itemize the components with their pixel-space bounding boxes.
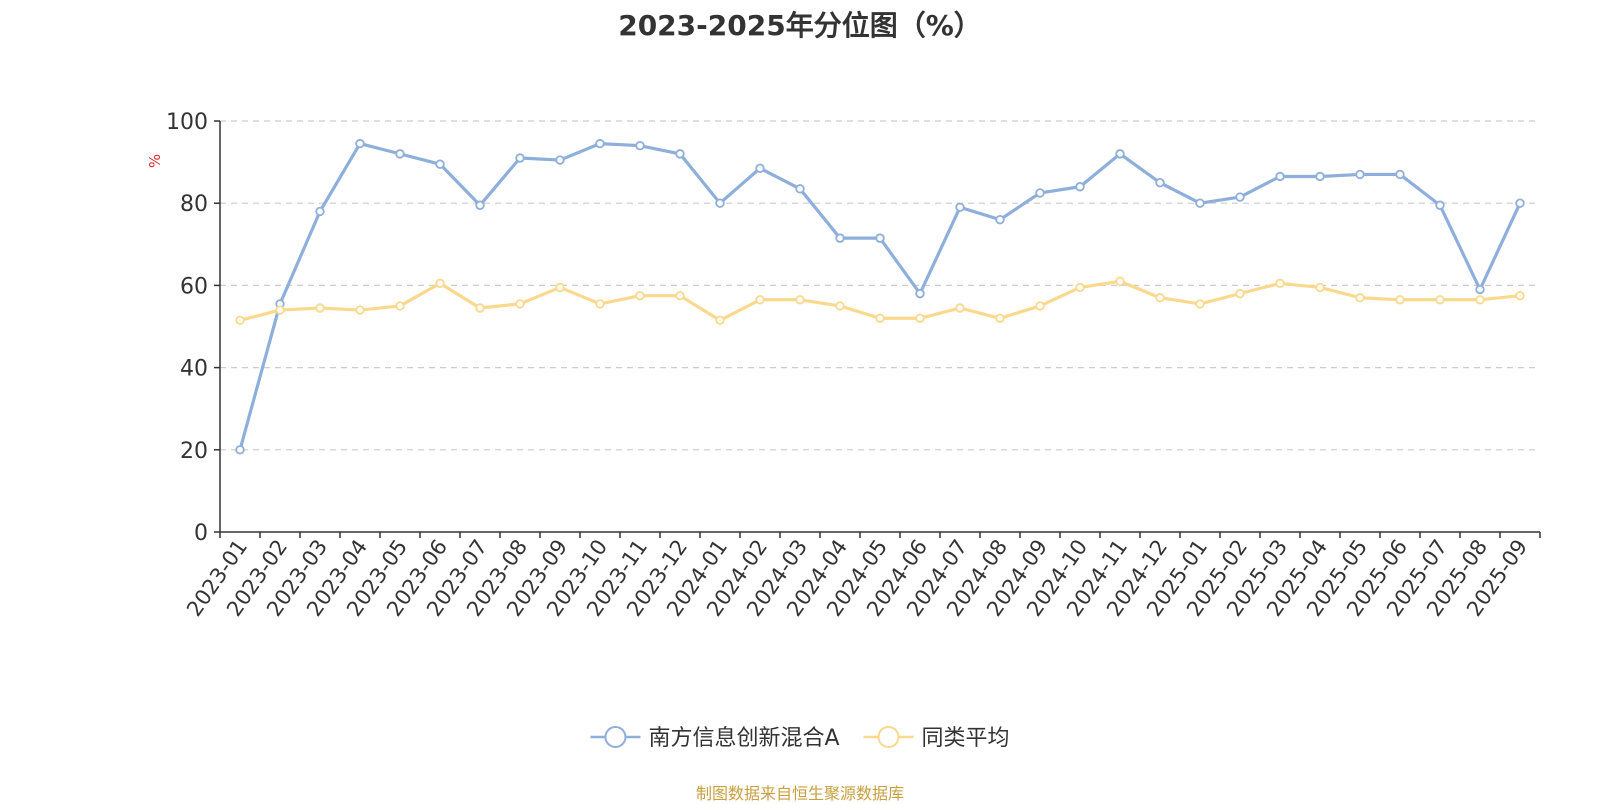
data-point (995, 214, 1005, 225)
legend-marker (604, 726, 627, 748)
data-point (515, 299, 525, 309)
data-point (1195, 198, 1205, 208)
data-point (1515, 198, 1525, 208)
y-tick-label: 0 (194, 521, 208, 546)
data-point (835, 233, 845, 243)
data-point (1475, 295, 1485, 305)
data-point (235, 445, 245, 455)
data-point (435, 159, 445, 169)
data-point (955, 303, 965, 313)
grid-lines (220, 120, 1540, 451)
data-point (1075, 182, 1085, 192)
y-tick-label: 80 (180, 192, 208, 217)
data-point (795, 184, 805, 194)
data-point (595, 138, 605, 149)
legend-item-1: 同类平均 (863, 726, 1010, 751)
data-point (755, 295, 765, 305)
data-point (1035, 301, 1045, 311)
data-point (715, 315, 725, 326)
legend: 南方信息创新混合A 同类平均 (590, 726, 1010, 751)
y-tick-label: 60 (180, 274, 208, 299)
data-point (595, 299, 605, 309)
data-point (1115, 149, 1125, 159)
data-point (1195, 299, 1205, 309)
data-point (1395, 295, 1405, 305)
series-lines (235, 138, 1525, 455)
y-tick-label: 100 (166, 110, 208, 135)
data-point (1355, 293, 1365, 303)
data-point (355, 305, 365, 315)
data-point (555, 282, 565, 293)
y-tick-label: 40 (180, 357, 208, 382)
data-point (835, 301, 845, 311)
axes: 020406080100%2023-012023-022023-032023-0… (146, 110, 1541, 621)
data-point (675, 290, 685, 301)
data-point (1075, 282, 1085, 293)
data-point (355, 138, 365, 149)
data-point (1395, 169, 1405, 180)
source-note: 制图数据来自恒生聚源数据库 (695, 784, 904, 803)
data-point (915, 288, 925, 299)
legend-label: 同类平均 (922, 726, 1010, 751)
data-point (515, 153, 525, 163)
y-tick-label: 20 (180, 439, 208, 464)
data-point (395, 301, 405, 311)
data-point (1435, 200, 1445, 210)
legend-label: 南方信息创新混合A (648, 726, 839, 751)
data-point (715, 198, 725, 208)
data-point (275, 305, 285, 315)
data-point (1275, 171, 1285, 182)
data-point (1435, 295, 1445, 305)
series-line (238, 142, 1522, 451)
data-point (235, 315, 245, 326)
data-point (1315, 282, 1325, 293)
data-point (1235, 288, 1245, 299)
data-point (435, 278, 445, 289)
data-point (635, 140, 645, 151)
data-point (475, 200, 485, 210)
data-point (635, 290, 645, 301)
data-point (1155, 177, 1165, 188)
data-point (1475, 284, 1485, 295)
data-point (875, 233, 885, 243)
legend-marker (877, 726, 900, 748)
legend-item-0: 南方信息创新混合A (590, 726, 840, 751)
data-point (795, 295, 805, 305)
data-point (915, 313, 925, 323)
data-point (555, 155, 565, 165)
chart-title: 2023-2025年分位图（%） (618, 9, 982, 42)
series-0 (235, 138, 1525, 455)
data-point (1315, 171, 1325, 182)
data-point (675, 149, 685, 159)
data-point (1035, 188, 1045, 198)
data-point (1515, 290, 1525, 301)
y-axis-label: % (146, 154, 164, 168)
series-1 (235, 276, 1525, 326)
data-point (1155, 293, 1165, 303)
data-point (1275, 278, 1285, 289)
data-point (875, 313, 885, 323)
data-point (1235, 192, 1245, 202)
data-point (315, 206, 325, 217)
data-point (315, 303, 325, 313)
data-point (995, 313, 1005, 323)
data-point (1355, 169, 1365, 180)
data-point (475, 303, 485, 313)
data-point (755, 163, 765, 173)
data-point (1115, 276, 1125, 286)
data-point (395, 149, 405, 159)
data-point (955, 202, 965, 213)
